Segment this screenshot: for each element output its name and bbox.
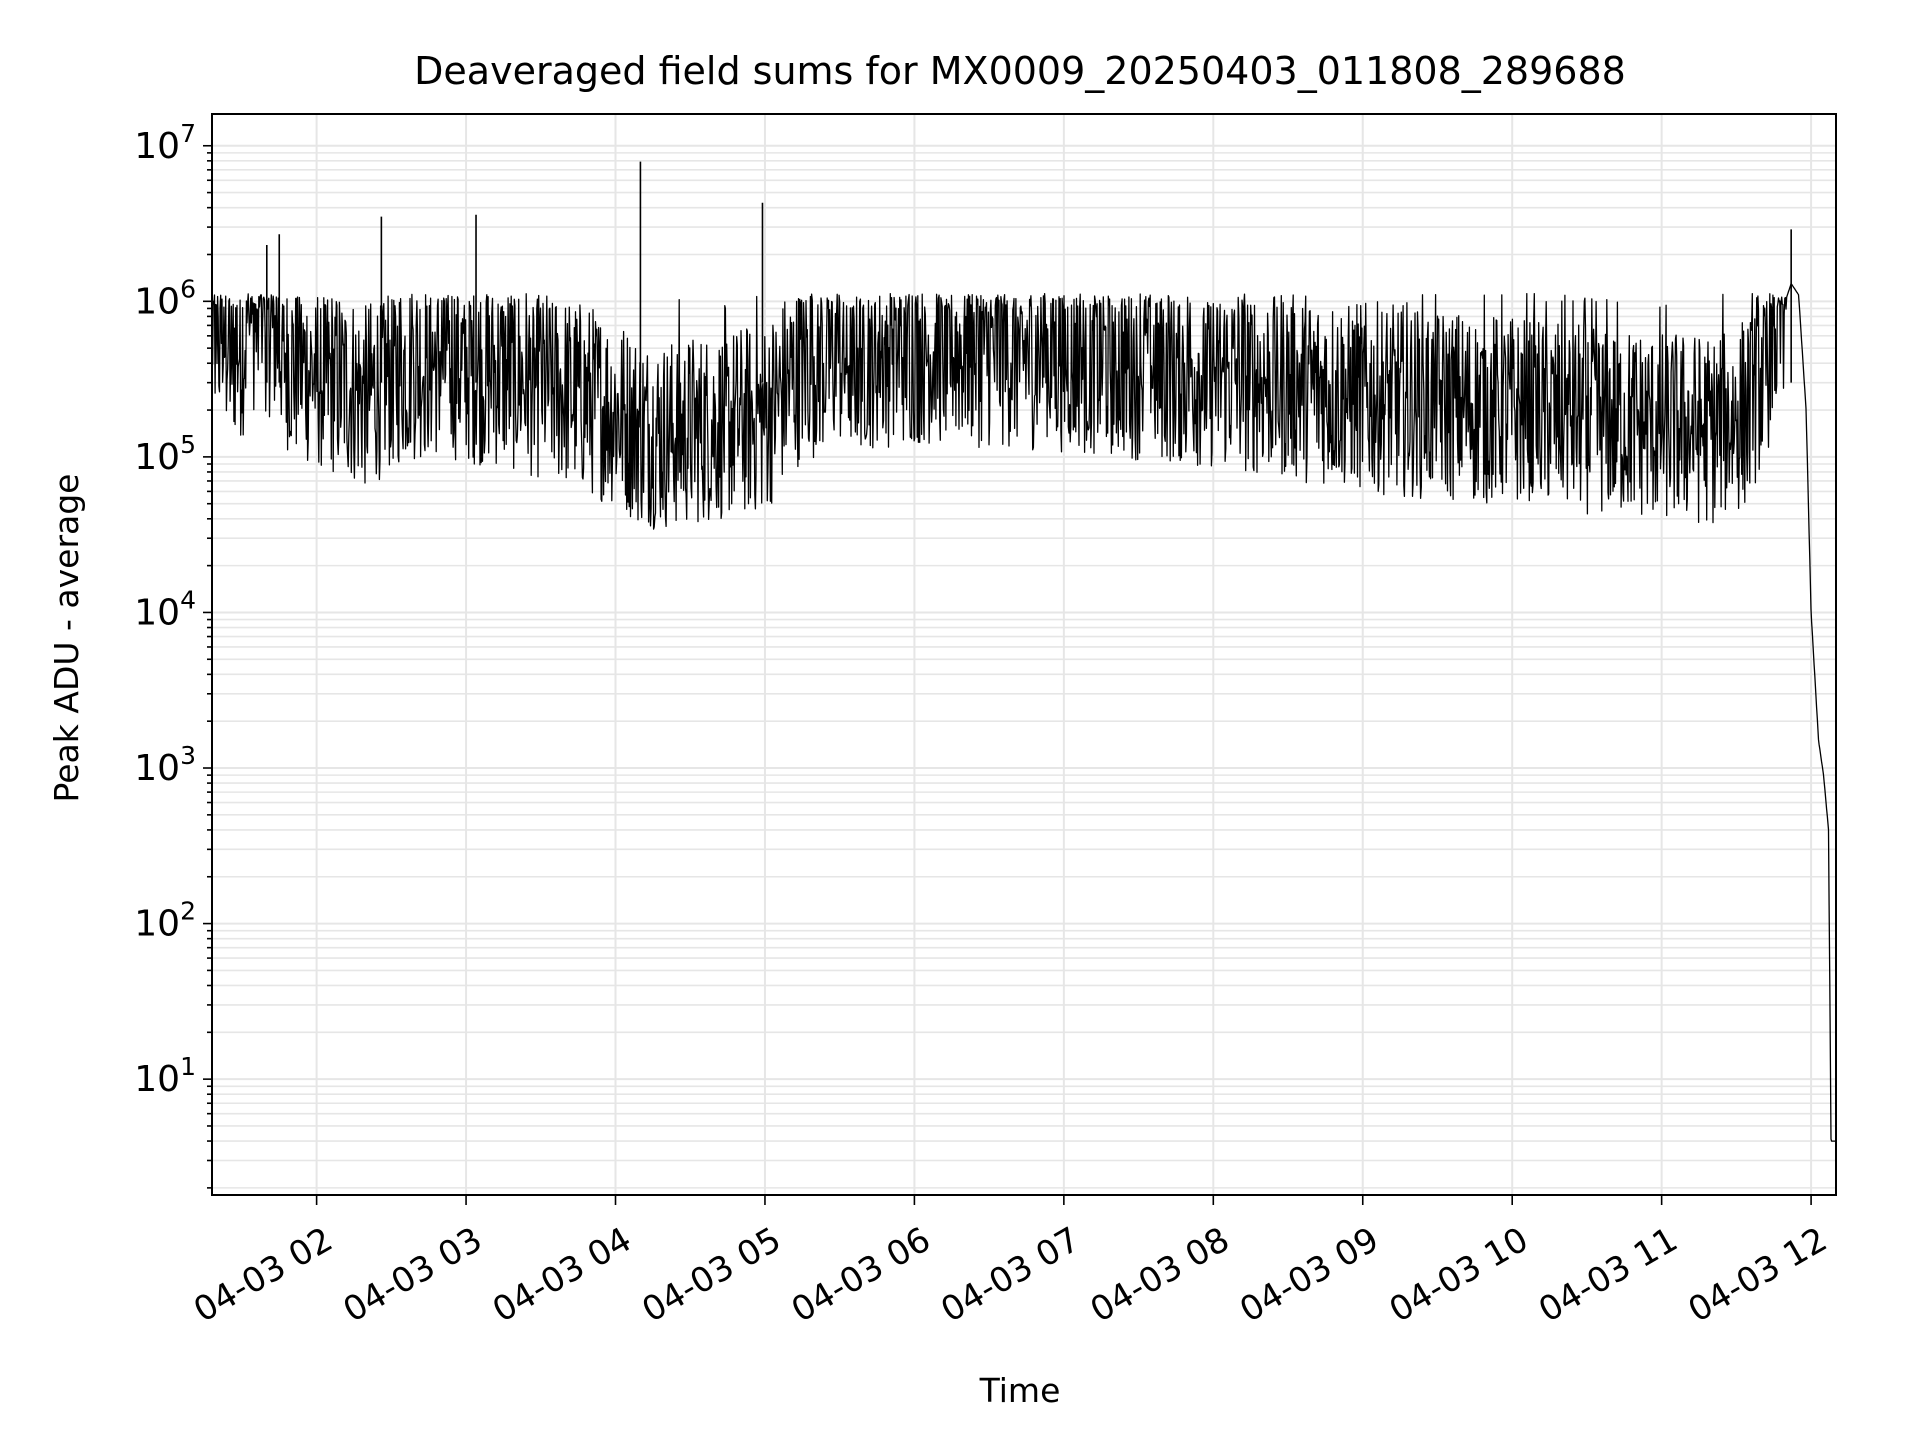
y-tick-label: 104: [134, 585, 196, 633]
plot-frame: [211, 113, 1837, 1196]
chart-title: Deaveraged field sums for MX0009_2025040…: [414, 49, 1626, 93]
y-tick-label: 102: [134, 897, 196, 945]
x-axis-label: Time: [979, 1371, 1061, 1410]
y-tick-label: 105: [134, 430, 196, 478]
series-line: [211, 283, 1837, 1142]
y-axis-label: Peak ADU - average: [47, 474, 86, 803]
y-tick-label: 106: [134, 274, 196, 322]
y-tick-label: 103: [134, 741, 196, 789]
series-layer: [211, 161, 1837, 1142]
y-tick-label: 101: [134, 1052, 196, 1100]
y-tick-label: 107: [134, 119, 196, 167]
